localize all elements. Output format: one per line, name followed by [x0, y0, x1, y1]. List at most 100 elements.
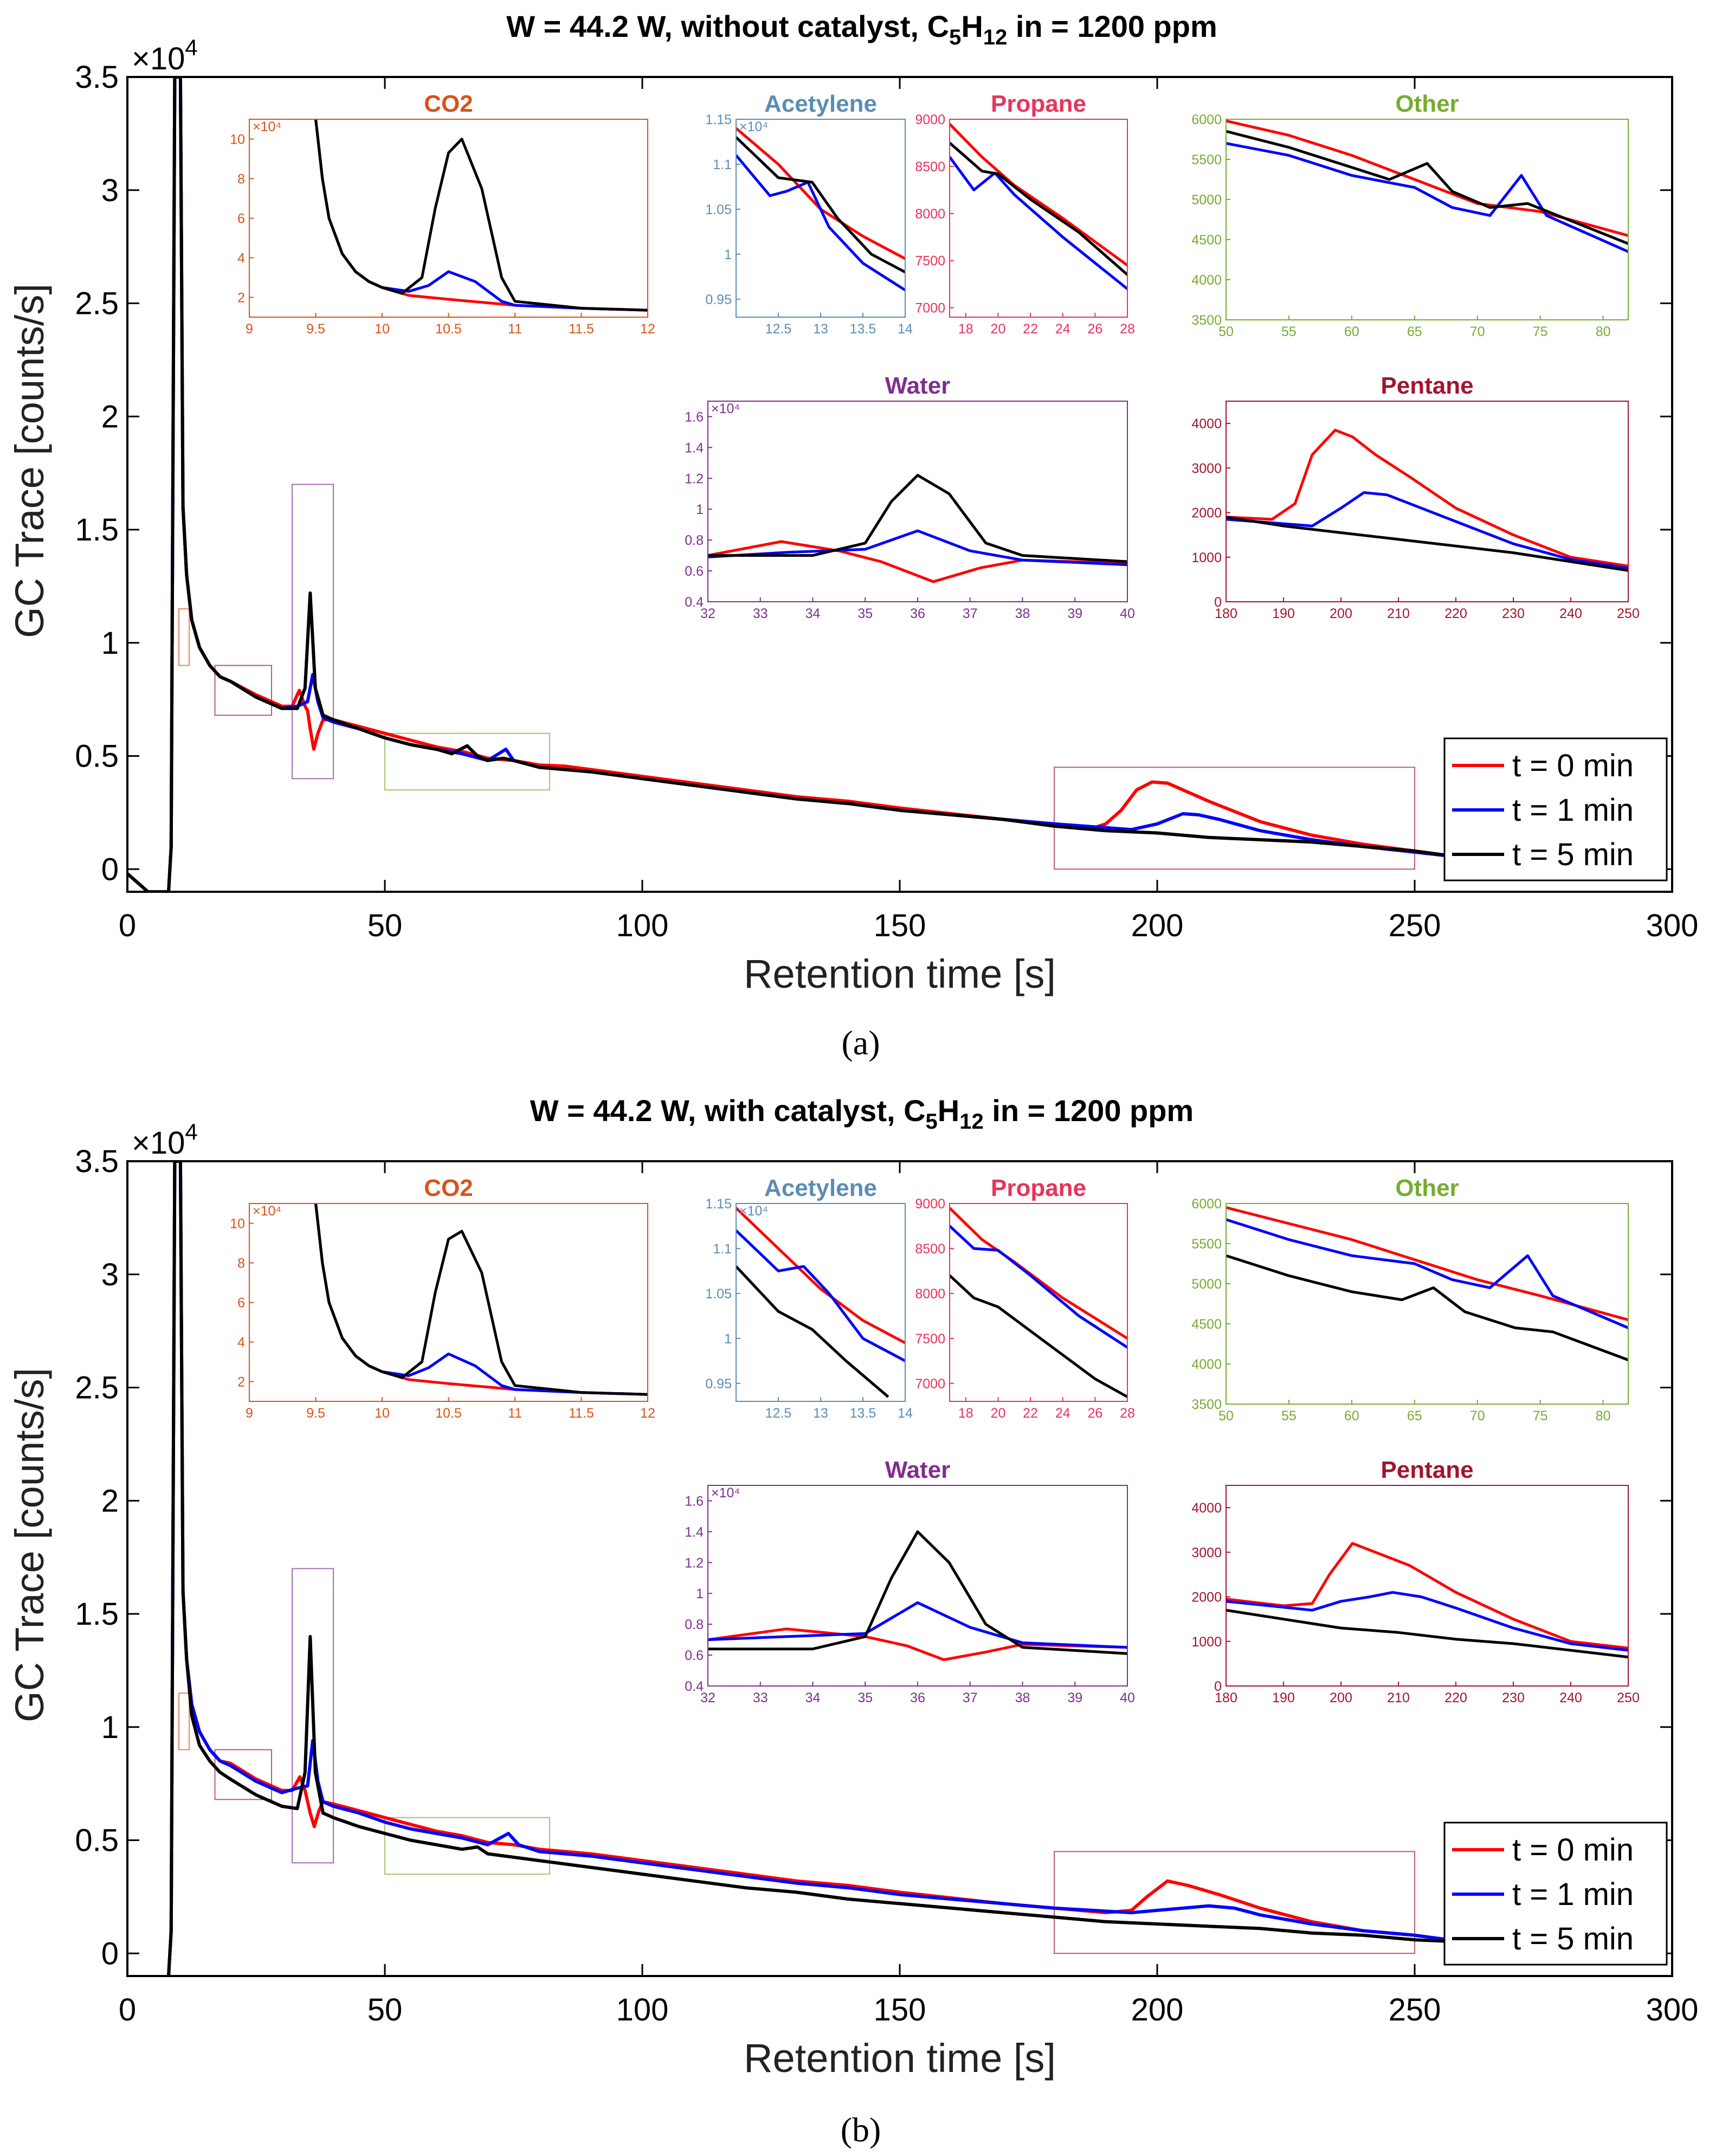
inset-y-tick-label: 10: [230, 1217, 245, 1232]
inset-water: Water 32 33 34 35 36 37 38 39 40 0.4 0.6 0.8 1 1.2 1.4 1…: [685, 1457, 1135, 1706]
inset-y-tick-label: 1.1: [713, 157, 732, 172]
inset-co2: CO2 9 9.5 10 10.5 11 11.5 12 2 4 6 8 10 ×10⁴: [230, 91, 655, 337]
inset-series-line: [1226, 141, 1628, 253]
inset-x-tick-label: 34: [805, 1690, 821, 1706]
y-tick-label: 2: [101, 399, 119, 434]
inset-series-line: [736, 1265, 889, 1398]
inset-other: Other 50 55 60 65 70 75 80 3500 4000 4500 5000 5500 6…: [1191, 91, 1629, 339]
inset-x-tick-label: 24: [1055, 321, 1070, 337]
inset-x-tick-label: 12: [640, 1406, 655, 1421]
inset-series-line: [1226, 491, 1628, 570]
inset-y-tick-label: 1: [724, 1331, 732, 1347]
inset-series-line: [1226, 1542, 1628, 1650]
inset-plot-area: [708, 1485, 1127, 1686]
inset-y-tick-label: 1: [724, 247, 732, 262]
inset-x-tick-label: 240: [1559, 1690, 1582, 1706]
inset-y-tick-label: 9000: [915, 1196, 945, 1212]
inset-y-tick-label: 0.6: [685, 1648, 704, 1663]
inset-frame: [1226, 1203, 1629, 1405]
inset-x-tick-label: 200: [1330, 1690, 1352, 1706]
inset-x-tick-label: 37: [963, 1690, 978, 1706]
zoom-box-pentane: [1054, 767, 1415, 870]
inset-series-line: [708, 1530, 1127, 1655]
inset-exponent-label: ×10⁴: [253, 1204, 281, 1219]
inset-y-tick-label: 2: [237, 291, 245, 306]
inset-x-tick-label: 36: [910, 1690, 925, 1706]
main-plot: 0 50 100 150 200 250 30000.511.522.533.5×104t …: [75, 1119, 1698, 2028]
inset-x-tick-label: 12.5: [765, 321, 792, 337]
inset-x-tick-label: 210: [1387, 1690, 1410, 1706]
series-line-t1: [167, 1161, 1467, 1976]
inset-y-tick-label: 1.15: [705, 112, 732, 127]
inset-x-tick-label: 14: [898, 1406, 913, 1421]
inset-plot-area: [1226, 1485, 1628, 1686]
inset-x-tick-label: 20: [991, 321, 1006, 337]
inset-series-line: [1226, 119, 1628, 237]
inset-x-tick-label: 9.5: [306, 321, 325, 337]
inset-co2: CO2 9 9.5 10 10.5 11 11.5 12 2 4 6 8 10 ×10⁴: [230, 1175, 655, 1421]
x-tick-label: 300: [1646, 1992, 1699, 2028]
x-tick-label: 250: [1389, 908, 1441, 943]
legend: t = 0 min t = 1 min t = 5 min: [1443, 1822, 1668, 1966]
inset-x-tick-label: 250: [1617, 1690, 1640, 1706]
y-tick-label: 1.5: [75, 512, 119, 548]
inset-series-line: [1226, 1591, 1628, 1652]
inset-series-line: [1226, 1254, 1628, 1361]
inset-x-tick-label: 10.5: [435, 1406, 462, 1421]
inset-y-tick-label: 4: [237, 251, 245, 266]
inset-y-tick-label: 4: [237, 1335, 245, 1350]
x-tick-label: 200: [1131, 1992, 1184, 2028]
x-axis-label: Retention time [s]: [744, 2036, 1056, 2081]
inset-title: Propane: [991, 91, 1086, 117]
inset-y-tick-label: 8000: [915, 207, 945, 222]
inset-title: Propane: [991, 1175, 1086, 1201]
y-tick-label: 3: [101, 1257, 119, 1292]
x-tick-label: 150: [874, 908, 926, 943]
inset-y-tick-label: 6: [237, 1296, 245, 1311]
inset-y-tick-label: 1.1: [713, 1241, 732, 1257]
inset-y-tick-label: 0.95: [705, 292, 732, 307]
inset-x-tick-label: 80: [1596, 1408, 1611, 1424]
inset-y-tick-label: 1: [696, 1586, 704, 1601]
inset-y-tick-label: 0.4: [685, 595, 704, 610]
inset-y-tick-label: 1: [696, 502, 704, 517]
inset-exponent-label: ×10⁴: [711, 1485, 740, 1501]
zoom-box-propane: [214, 1749, 272, 1800]
inset-y-tick-label: 2000: [1191, 506, 1222, 521]
y-tick-label: 0.5: [75, 1823, 119, 1858]
inset-y-tick-label: 1000: [1191, 1634, 1222, 1650]
inset-pentane: Pentane 180 190 200 210 220 230 240 250 0 1000 2000…: [1191, 372, 1639, 621]
y-tick-label: 2.5: [75, 1370, 119, 1406]
x-tick-label: 0: [119, 1992, 136, 2028]
inset-x-tick-label: 39: [1067, 606, 1082, 621]
inset-x-tick-label: 180: [1215, 606, 1237, 621]
inset-y-tick-label: 5500: [1191, 1237, 1222, 1252]
y-tick-label: 2.5: [75, 286, 119, 321]
inset-x-tick-label: 65: [1407, 324, 1422, 339]
inset-x-tick-label: 75: [1533, 324, 1548, 339]
y-tick-label: 3.5: [75, 60, 119, 95]
inset-y-tick-label: 1.05: [705, 202, 732, 217]
inset-frame: [1226, 1485, 1629, 1687]
legend-label: t = 1 min: [1512, 793, 1634, 828]
inset-x-tick-label: 80: [1596, 324, 1611, 339]
x-tick-label: 50: [367, 908, 403, 943]
inset-plot-area: [1226, 1204, 1628, 1404]
inset-x-tick-label: 38: [1015, 606, 1030, 621]
zoom-box-co2: [178, 1692, 190, 1750]
inset-y-tick-label: 3000: [1191, 1545, 1222, 1560]
inset-propane: Propane 18 20 22 24 26 28 7000 7500 8000 8500 9000: [915, 91, 1135, 337]
inset-y-tick-label: 4500: [1191, 233, 1222, 248]
inset-x-tick-label: 28: [1120, 1406, 1135, 1421]
inset-frame: [949, 119, 1128, 318]
inset-pentane: Pentane 180 190 200 210 220 230 240 250 0 1000 2000…: [1191, 1457, 1639, 1706]
inset-frame: [1226, 119, 1629, 320]
zoom-box-water: [292, 484, 334, 780]
inset-exponent-label: ×10⁴: [253, 119, 281, 134]
y-tick-label: 1: [101, 626, 119, 661]
inset-x-tick-label: 40: [1120, 606, 1135, 621]
inset-x-tick-label: 13: [813, 321, 828, 337]
inset-x-tick-label: 11: [508, 321, 522, 337]
inset-y-tick-label: 5000: [1191, 192, 1222, 208]
